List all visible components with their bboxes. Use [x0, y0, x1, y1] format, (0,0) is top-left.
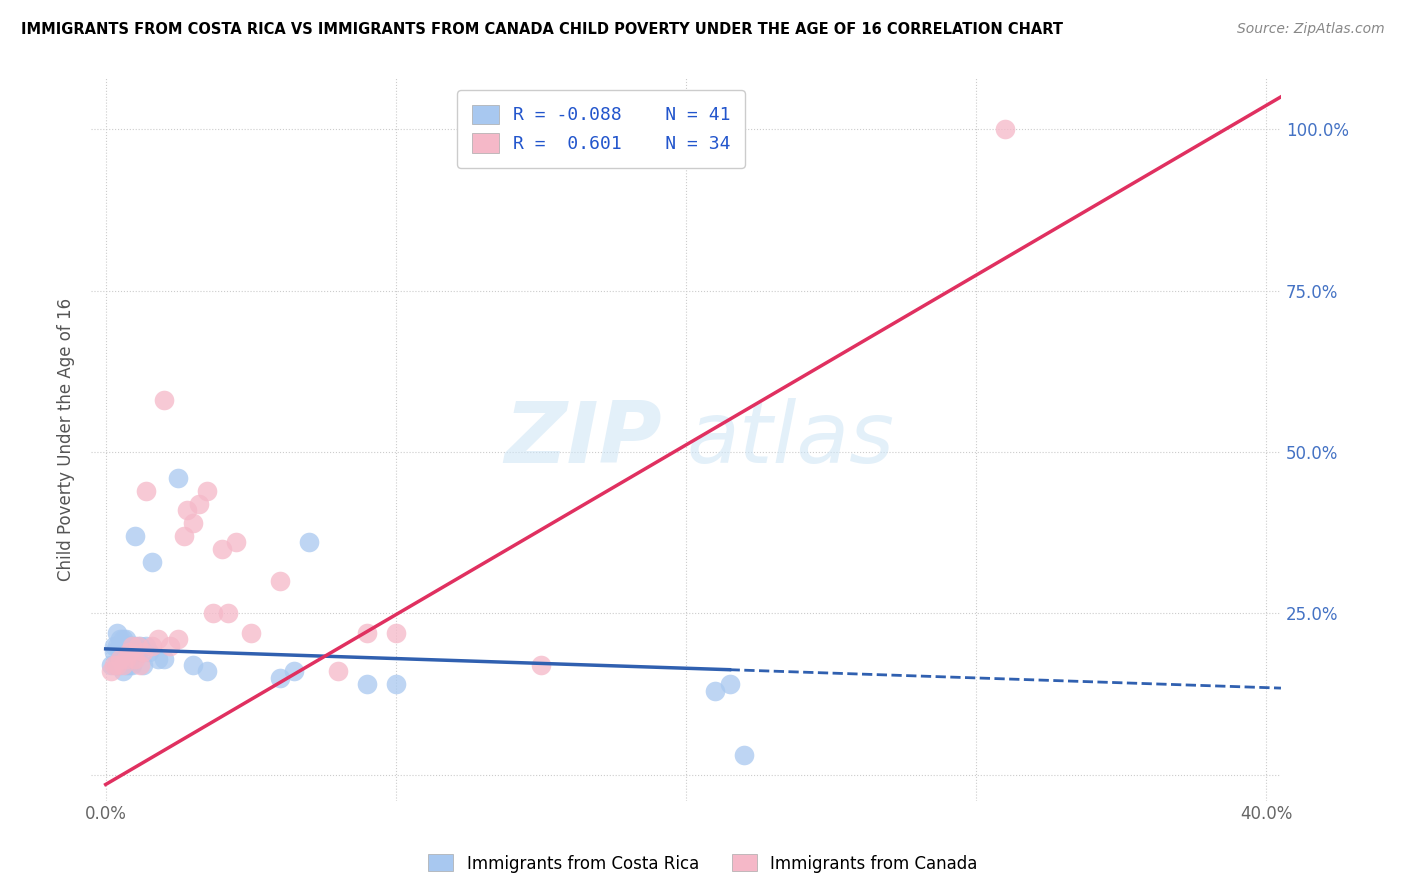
Text: ZIP: ZIP: [505, 398, 662, 481]
Point: [124, 529, 146, 543]
Point: [159, 639, 181, 653]
Point: [385, 677, 408, 691]
Point: [108, 651, 131, 665]
Point: [108, 639, 131, 653]
Point: [103, 658, 125, 673]
Point: [118, 639, 141, 653]
Point: [733, 748, 755, 763]
Point: [105, 658, 128, 673]
Point: [181, 658, 204, 673]
Point: [211, 541, 233, 556]
Point: [135, 639, 157, 653]
Point: [124, 639, 146, 653]
Point: [108, 651, 131, 665]
Point: [146, 651, 169, 665]
Point: [135, 483, 157, 498]
Text: Source: ZipAtlas.com: Source: ZipAtlas.com: [1237, 22, 1385, 37]
Point: [112, 665, 135, 679]
Point: [112, 645, 135, 659]
Point: [129, 639, 152, 653]
Point: [100, 665, 122, 679]
Point: [269, 671, 291, 685]
Point: [127, 639, 149, 653]
Point: [181, 516, 204, 530]
Point: [129, 658, 152, 673]
Point: [195, 665, 218, 679]
Point: [132, 645, 155, 659]
Point: [103, 645, 125, 659]
Point: [115, 645, 138, 659]
Point: [152, 393, 174, 408]
Point: [326, 665, 349, 679]
Point: [115, 632, 138, 647]
Point: [283, 665, 305, 679]
Point: [167, 632, 190, 647]
Point: [994, 122, 1017, 136]
Y-axis label: Child Poverty Under the Age of 16: Child Poverty Under the Age of 16: [58, 297, 75, 581]
Point: [141, 639, 163, 653]
Point: [239, 625, 262, 640]
Point: [356, 677, 378, 691]
Legend: R = -0.088    N = 41, R =  0.601    N = 34: R = -0.088 N = 41, R = 0.601 N = 34: [457, 90, 745, 168]
Point: [298, 535, 321, 549]
Point: [704, 683, 727, 698]
Point: [105, 658, 128, 673]
Point: [100, 658, 122, 673]
Point: [105, 625, 128, 640]
Point: [202, 607, 225, 621]
Point: [115, 651, 138, 665]
Point: [217, 607, 239, 621]
Point: [118, 645, 141, 659]
Point: [108, 632, 131, 647]
Point: [146, 632, 169, 647]
Point: [718, 677, 741, 691]
Point: [127, 645, 149, 659]
Point: [173, 529, 195, 543]
Point: [124, 651, 146, 665]
Point: [225, 535, 247, 549]
Point: [356, 625, 378, 640]
Point: [121, 639, 143, 653]
Point: [112, 658, 135, 673]
Point: [176, 503, 198, 517]
Point: [103, 639, 125, 653]
Point: [269, 574, 291, 588]
Point: [118, 658, 141, 673]
Point: [132, 658, 155, 673]
Point: [121, 658, 143, 673]
Point: [121, 639, 143, 653]
Point: [112, 632, 135, 647]
Point: [187, 497, 209, 511]
Text: atlas: atlas: [686, 398, 894, 481]
Point: [385, 625, 408, 640]
Point: [141, 555, 163, 569]
Point: [152, 651, 174, 665]
Legend: Immigrants from Costa Rica, Immigrants from Canada: Immigrants from Costa Rica, Immigrants f…: [422, 847, 984, 880]
Point: [115, 658, 138, 673]
Point: [530, 658, 553, 673]
Point: [138, 645, 160, 659]
Point: [167, 471, 190, 485]
Point: [105, 639, 128, 653]
Point: [108, 658, 131, 673]
Point: [195, 483, 218, 498]
Text: IMMIGRANTS FROM COSTA RICA VS IMMIGRANTS FROM CANADA CHILD POVERTY UNDER THE AGE: IMMIGRANTS FROM COSTA RICA VS IMMIGRANTS…: [21, 22, 1063, 37]
